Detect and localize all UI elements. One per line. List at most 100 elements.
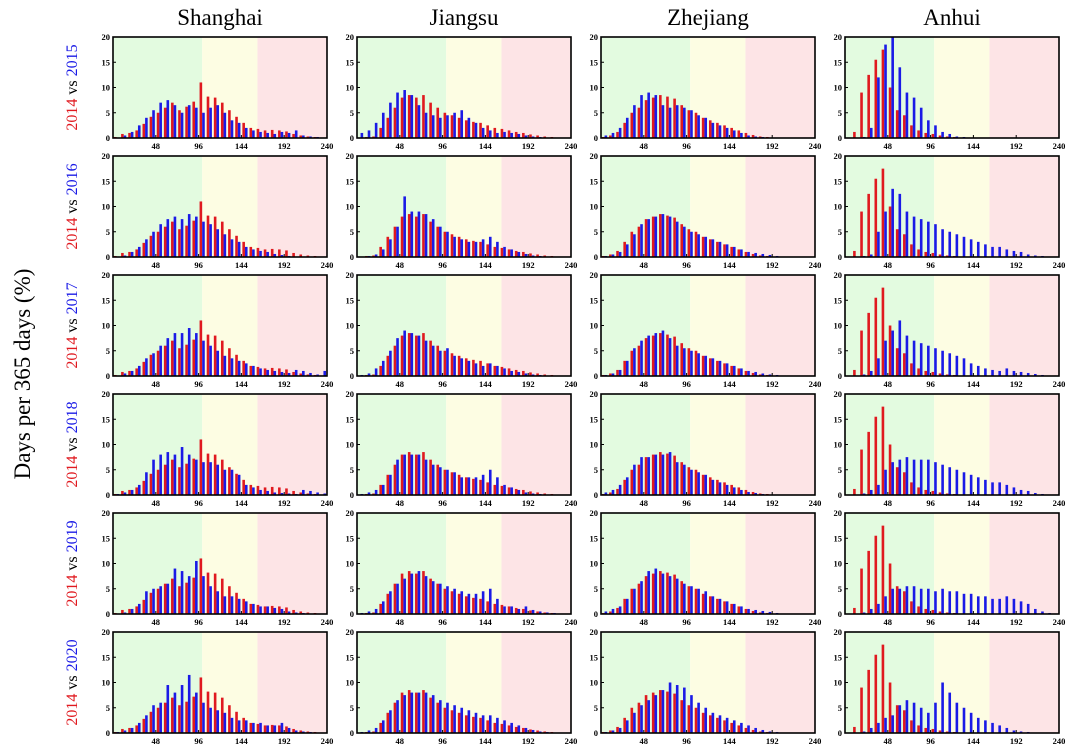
bar-2015 bbox=[403, 90, 406, 138]
y-tick-label: 20 bbox=[590, 32, 599, 42]
bar-2019 bbox=[711, 596, 715, 614]
panel-anhui-2015: 0 5 10 15 20 48 96 144 192 240 bbox=[834, 32, 1066, 151]
bar-2014 bbox=[135, 606, 138, 614]
bar-2014 bbox=[142, 480, 146, 495]
column-title-anhui: Anhui bbox=[923, 5, 981, 30]
x-tick-label: 144 bbox=[967, 141, 981, 151]
bar-2014 bbox=[609, 135, 612, 138]
bar-2014 bbox=[436, 464, 440, 495]
bar-2017 bbox=[396, 338, 399, 376]
bar-2017 bbox=[460, 358, 464, 376]
bar-2017 bbox=[389, 350, 392, 376]
bar-2014 bbox=[121, 252, 124, 257]
bar-2014 bbox=[874, 416, 878, 495]
bar-2014 bbox=[256, 128, 260, 138]
bar-2014 bbox=[666, 453, 669, 495]
bar-2020 bbox=[697, 702, 700, 733]
bar-2020 bbox=[488, 715, 492, 733]
bar-2014 bbox=[472, 240, 475, 257]
y-tick-label: 0 bbox=[594, 252, 598, 262]
bar-2014 bbox=[386, 117, 390, 138]
bar-2018 bbox=[711, 479, 715, 495]
bar-2017 bbox=[309, 372, 312, 376]
bar-2016 bbox=[962, 236, 966, 257]
bar-2019 bbox=[517, 608, 521, 614]
bar-2020 bbox=[223, 712, 227, 733]
x-tick-label: 192 bbox=[278, 260, 291, 270]
bar-2015 bbox=[654, 95, 658, 138]
bar-2017 bbox=[976, 365, 980, 376]
y-tick-label: 15 bbox=[346, 652, 355, 662]
bar-2018 bbox=[991, 482, 994, 495]
panel-shanghai-2020: 0 5 10 15 20 48 96 144 192 240 bbox=[102, 627, 334, 746]
bar-2014 bbox=[242, 479, 245, 495]
bar-2019 bbox=[453, 588, 456, 614]
bar-2014 bbox=[422, 571, 425, 614]
y-tick-label: 10 bbox=[102, 440, 111, 450]
bar-2014 bbox=[263, 130, 267, 138]
bar-2017 bbox=[869, 370, 873, 376]
bar-2014 bbox=[156, 707, 160, 733]
bar-2018 bbox=[955, 469, 959, 495]
bar-2019 bbox=[266, 606, 269, 614]
bar-2015 bbox=[877, 77, 880, 138]
x-tick-label: 48 bbox=[640, 260, 649, 270]
bar-2014 bbox=[860, 211, 863, 257]
bar-2014 bbox=[630, 350, 634, 376]
bar-2014 bbox=[744, 251, 748, 257]
bar-2018 bbox=[941, 464, 944, 495]
y-tick-label: 10 bbox=[102, 559, 111, 569]
y-tick-label: 15 bbox=[590, 295, 599, 305]
zone-red bbox=[501, 156, 571, 257]
bar-2014 bbox=[609, 492, 612, 495]
x-tick-label: 240 bbox=[565, 736, 578, 746]
zone-red bbox=[745, 37, 815, 138]
bar-2019 bbox=[647, 571, 650, 614]
bar-2014 bbox=[206, 572, 210, 614]
x-tick-label: 48 bbox=[884, 379, 893, 389]
panel-anhui-2017: 0 5 10 15 20 48 96 144 192 240 bbox=[834, 270, 1066, 389]
bar-2017 bbox=[647, 335, 650, 376]
bar-2014 bbox=[415, 454, 418, 495]
bar-2016 bbox=[891, 188, 894, 257]
y-tick-label: 0 bbox=[838, 133, 842, 143]
bar-2014 bbox=[178, 110, 181, 138]
bar-2018 bbox=[159, 454, 162, 495]
bar-2016 bbox=[611, 254, 615, 257]
bar-2016 bbox=[633, 234, 636, 257]
bar-2017 bbox=[725, 363, 729, 376]
bar-2016 bbox=[209, 224, 212, 257]
bar-2014 bbox=[472, 121, 475, 138]
bar-2014 bbox=[659, 690, 662, 733]
bar-2014 bbox=[853, 131, 856, 138]
bar-2015 bbox=[647, 92, 650, 138]
bar-2015 bbox=[488, 130, 492, 138]
x-tick-label: 96 bbox=[926, 141, 935, 151]
y-tick-label: 0 bbox=[350, 252, 354, 262]
bar-2014 bbox=[637, 702, 641, 733]
bar-2015 bbox=[747, 135, 750, 138]
bar-2014 bbox=[630, 112, 634, 138]
bar-2015 bbox=[439, 117, 442, 138]
bar-2014 bbox=[256, 366, 260, 376]
bar-2019 bbox=[424, 576, 428, 614]
bar-2016 bbox=[381, 249, 385, 257]
bar-2014 bbox=[393, 464, 397, 495]
bar-2020 bbox=[367, 730, 371, 733]
bar-2014 bbox=[931, 490, 935, 495]
x-tick-label: 144 bbox=[235, 141, 249, 151]
bar-2015 bbox=[187, 105, 191, 138]
y-tick-label: 15 bbox=[102, 533, 111, 543]
bar-2019 bbox=[166, 583, 170, 614]
bar-2020 bbox=[891, 715, 894, 733]
bar-2019 bbox=[1026, 603, 1030, 614]
bar-2014 bbox=[149, 711, 153, 733]
bar-2015 bbox=[130, 131, 134, 138]
x-tick-label: 192 bbox=[522, 379, 535, 389]
bar-2020 bbox=[467, 710, 471, 733]
bar-2020 bbox=[732, 720, 736, 733]
bar-2014 bbox=[500, 128, 504, 138]
y-tick-label: 5 bbox=[350, 465, 354, 475]
bar-2014 bbox=[415, 216, 418, 257]
